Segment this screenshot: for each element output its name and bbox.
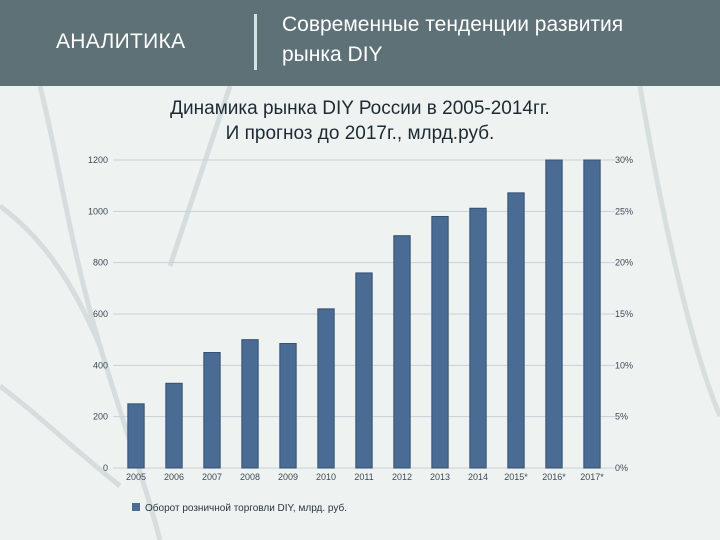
x-tick-label: 2017* xyxy=(580,472,604,482)
bar xyxy=(431,215,449,469)
bar xyxy=(355,272,373,469)
y-tick-label: 0 xyxy=(103,463,108,473)
chart-title: Динамика рынка DIY России в 2005-2014гг.… xyxy=(80,96,640,146)
y2-tick-label: 20% xyxy=(615,258,633,268)
bar xyxy=(241,339,259,469)
slide-title-line-2: рынка DIY xyxy=(282,43,383,66)
y-tick-label: 1000 xyxy=(88,206,108,216)
y-tick-label: 1200 xyxy=(88,155,108,165)
header-divider xyxy=(254,14,257,70)
y2-tick-label: 0% xyxy=(615,463,628,473)
x-tick-label: 2010 xyxy=(316,472,336,482)
x-tick-label: 2011 xyxy=(354,472,373,482)
x-tick-label: 2007 xyxy=(202,472,222,482)
bar xyxy=(317,308,335,469)
x-tick-label: 2016* xyxy=(542,472,566,482)
chart-title-line-2: И прогноз до 2017г., млрд.руб. xyxy=(225,123,495,144)
bar xyxy=(545,159,563,469)
bar xyxy=(165,382,183,469)
branch-line xyxy=(167,86,233,267)
bar xyxy=(203,352,221,469)
bar xyxy=(507,192,525,469)
bar xyxy=(393,235,411,469)
y2-tick-label: 25% xyxy=(615,206,633,216)
y-tick-label: 200 xyxy=(93,412,108,422)
x-tick-label: 2014 xyxy=(468,472,488,482)
y2-tick-label: 30% xyxy=(615,155,633,165)
x-axis-ticks: 2005 2006 2007 2008 2009 2010 2011 2012 2013 2014… xyxy=(126,472,604,482)
bar xyxy=(469,207,487,469)
section-label: АНАЛИТИКА xyxy=(56,30,186,53)
branch-line xyxy=(0,204,103,347)
x-tick-label: 2013 xyxy=(430,472,450,482)
y2-axis-ticks: 0% 5% 10% 15% 20% 25% 30% xyxy=(615,155,633,473)
legend: Оборот розничной торговли DIY, млрд. руб… xyxy=(132,502,347,514)
y-tick-label: 600 xyxy=(93,309,108,319)
x-tick-label: 2009 xyxy=(278,472,298,482)
x-tick-label: 2012 xyxy=(392,472,412,482)
x-tick-label: 2006 xyxy=(164,472,184,482)
y2-tick-label: 15% xyxy=(615,309,633,319)
y2-tick-label: 5% xyxy=(615,412,628,422)
branch-line xyxy=(0,384,122,488)
background-branches xyxy=(0,86,720,540)
y-axis-ticks: 0 200 400 600 800 1000 1200 xyxy=(88,155,108,473)
chart-title-line-1: Динамика рынка DIY России в 2005-2014гг. xyxy=(170,98,550,119)
x-tick-label: 2015* xyxy=(504,472,528,482)
bars xyxy=(127,159,601,469)
x-tick-label: 2008 xyxy=(240,472,260,482)
bar xyxy=(583,159,601,469)
legend-swatch xyxy=(132,503,140,511)
y2-tick-label: 10% xyxy=(615,360,633,370)
y-tick-label: 800 xyxy=(93,258,108,268)
branch-line xyxy=(637,86,720,417)
header-bar: АНАЛИТИКА Современные тенденции развития… xyxy=(0,0,720,86)
legend-label: Оборот розничной торговли DIY, млрд. руб… xyxy=(145,502,347,514)
y-tick-label: 400 xyxy=(93,360,108,370)
bar xyxy=(279,343,297,469)
slide-title: Современные тенденции развития рынка DIY xyxy=(282,10,702,70)
slide-title-line-1: Современные тенденции развития xyxy=(282,13,624,36)
x-tick-label: 2005 xyxy=(126,472,146,482)
bar xyxy=(127,403,145,469)
